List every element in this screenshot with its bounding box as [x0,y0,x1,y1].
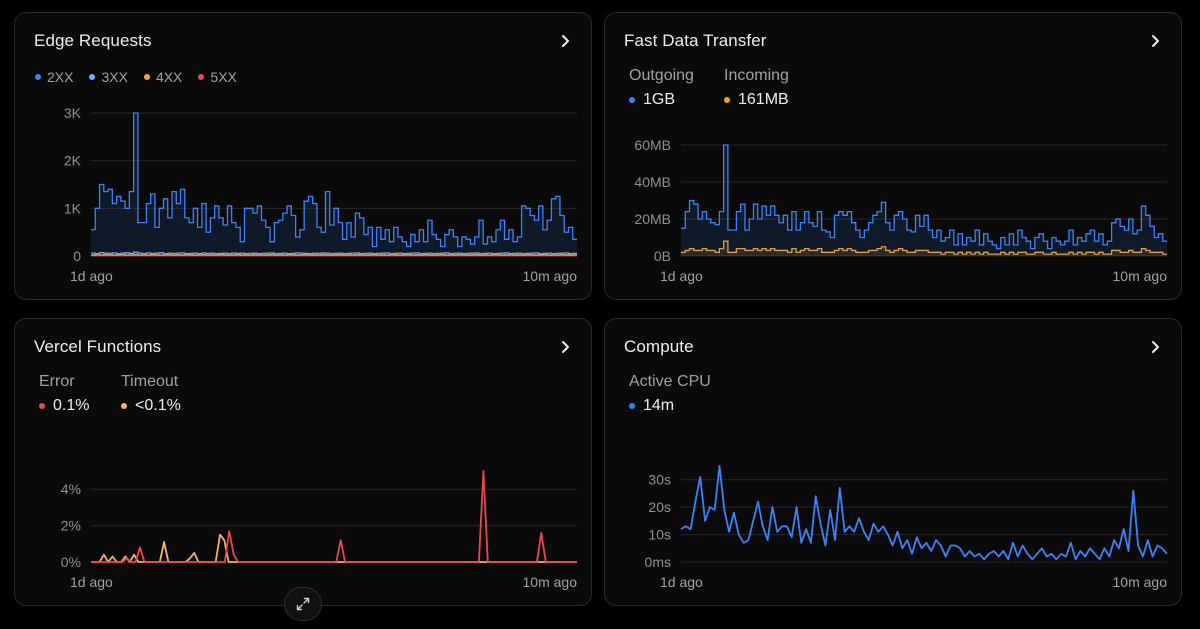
y-tick-label: 2K [64,153,82,169]
y-tick-label: 1K [64,200,82,216]
incoming-dot-icon [724,97,730,103]
error-metric: Error 0.1% [39,373,89,415]
series-line-2xx [91,112,577,248]
y-tick-label: 10s [648,527,671,543]
error-label: Error [39,373,75,390]
fast-data-transfer-card[interactable]: Fast Data Transfer Outgoing 1GB Incoming… [604,12,1182,300]
series-line-incoming [681,240,1167,255]
expand-icon [296,597,310,611]
legend-4xx-dot-icon [143,74,150,80]
series-area-2xx [91,113,577,256]
outgoing-dot-icon [629,97,635,103]
series-line-error [91,470,577,563]
compute-chart[interactable]: 0ms 10s 20s 30s 1d ago 10m ago [605,319,1182,606]
error-value: 0.1% [53,397,90,414]
edge-requests-chart[interactable]: 0 1K 2K 3K 1d ago 10m ago [15,13,592,300]
compute-card[interactable]: Compute Active CPU 14m 0ms 10s 20s 30s 1d ag… [604,318,1182,606]
x-end-label: 10m ago [523,268,578,284]
legend-5xx-dot-icon [198,74,205,80]
legend-3xx-dot-icon [89,74,96,80]
y-tick-label: 4% [61,481,81,497]
expand-button[interactable] [284,587,322,621]
fast-data-transfer-chart[interactable]: 0B 20MB 40MB 60MB 1d ago 10m ago [605,13,1182,300]
outgoing-value: 1GB [643,91,676,108]
incoming-label: Incoming [724,67,789,84]
series-line-timeout [91,533,577,563]
chevron-right-icon[interactable] [1147,33,1163,49]
outgoing-label: Outgoing [629,67,694,84]
chevron-right-icon[interactable] [557,339,573,355]
timeout-metric: Timeout <0.1% [121,373,181,415]
series-line-3xx [91,251,577,255]
y-tick-label: 3K [64,105,82,121]
error-dot-icon [39,403,45,409]
compute-title: Compute [624,337,694,356]
timeout-value: <0.1% [135,397,181,414]
y-tick-label: 0B [654,248,671,264]
y-tick-label: 60MB [634,137,671,153]
incoming-metric: Incoming 161MB [724,67,789,109]
x-start-label: 1d ago [660,574,703,590]
x-end-label: 10m ago [1113,574,1168,590]
edge-requests-card[interactable]: Edge Requests 2XX 3XX 4XX 5XX 0 1K 2K 3K 1d … [14,12,592,300]
legend-2xx-dot-icon [35,74,41,80]
y-tick-label: 20MB [634,211,671,227]
edge-legend: 2XX 3XX 4XX 5XX [35,69,237,85]
edge-requests-title: Edge Requests [34,31,152,50]
chevron-right-icon[interactable] [557,33,573,49]
legend-2xx: 2XX [35,69,73,85]
vercel-functions-chart[interactable]: 0% 2% 4% 1d ago 10m ago [15,319,592,606]
active-cpu-dot-icon [629,403,635,409]
series-area-incoming [681,241,1167,256]
timeout-dot-icon [121,403,127,409]
legend-5xx: 5XX [198,69,237,85]
legend-4xx: 4XX [143,69,182,85]
y-tick-label: 0ms [645,554,671,570]
x-start-label: 1d ago [660,268,703,284]
active-cpu-metric: Active CPU 14m [629,373,711,415]
y-tick-label: 0 [73,248,81,264]
y-tick-label: 2% [61,518,81,534]
y-tick-label: 30s [648,472,671,488]
chevron-right-icon[interactable] [1147,339,1163,355]
vercel-functions-card[interactable]: Vercel Functions Error 0.1% Timeout <0.1… [14,318,592,606]
series-area-outgoing [681,145,1167,256]
active-cpu-label: Active CPU [629,373,711,390]
vercel-functions-title: Vercel Functions [34,337,162,356]
x-start-label: 1d ago [70,574,113,590]
series-line-outgoing [681,144,1167,250]
timeout-label: Timeout [121,373,179,390]
series-line-active-cpu [680,465,1168,561]
x-end-label: 10m ago [523,574,578,590]
fast-data-transfer-title: Fast Data Transfer [624,31,767,50]
x-start-label: 1d ago [70,268,113,284]
active-cpu-value: 14m [643,397,675,414]
y-tick-label: 20s [648,499,671,515]
legend-3xx: 3XX [89,69,128,85]
y-tick-label: 0% [61,554,81,570]
x-end-label: 10m ago [1113,268,1168,284]
y-tick-label: 40MB [634,174,671,190]
outgoing-metric: Outgoing 1GB [629,67,694,109]
incoming-value: 161MB [738,91,789,108]
